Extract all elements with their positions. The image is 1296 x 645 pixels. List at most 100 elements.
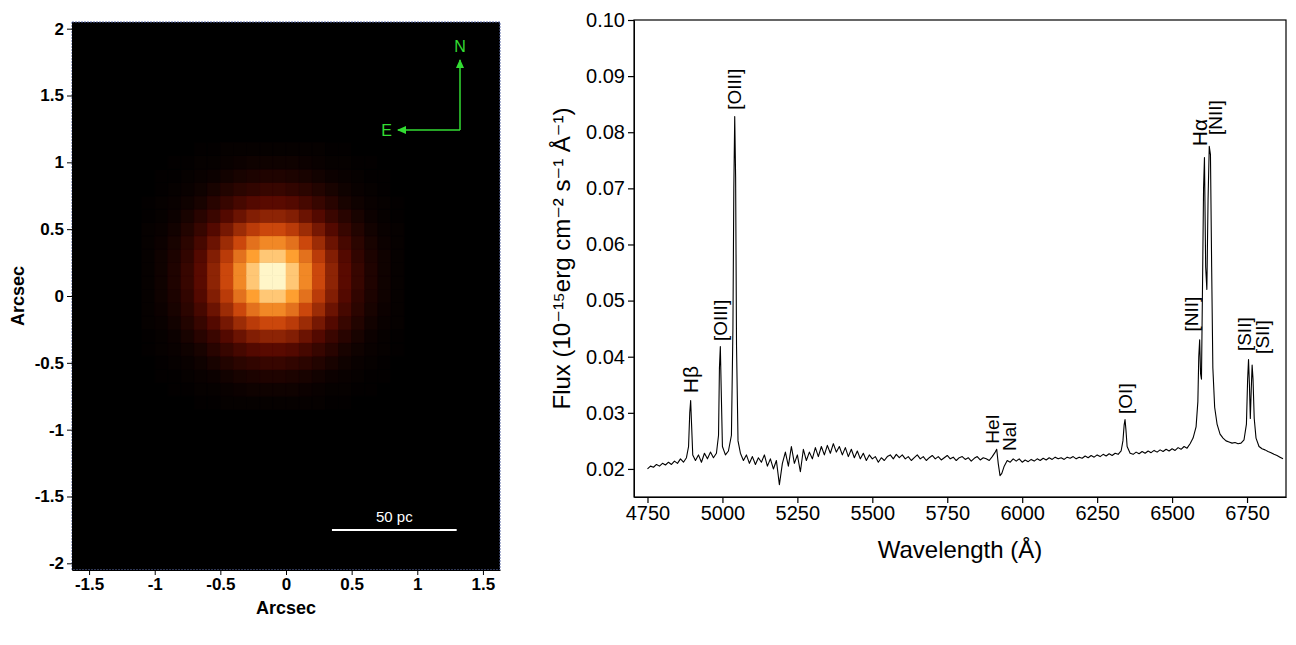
heatmap-cell: [233, 169, 246, 182]
tick: 2: [55, 20, 72, 39]
heatmap-cell: [142, 249, 155, 262]
heatmap-cell: [378, 303, 391, 316]
heatmap-cell: [339, 316, 352, 329]
heatmap-cell: [168, 303, 181, 316]
heatmap-cell: [260, 156, 273, 169]
heatmap-cell: [155, 343, 168, 356]
heatmap-cell: [168, 276, 181, 289]
figure-container: 50 pcNE-1.5-1-0.500.511.5-2-1.5-1-0.500.…: [0, 0, 1296, 645]
heatmap-cell: [142, 303, 155, 316]
heatmap-cell: [299, 383, 312, 396]
heatmap-cell: [194, 289, 207, 302]
heatmap-cell: [220, 169, 233, 182]
heatmap-cell: [299, 356, 312, 369]
heatmap-cell: [299, 249, 312, 262]
tick: -1: [49, 421, 72, 440]
heatmap-cell: [220, 329, 233, 342]
heatmap-cell: [142, 142, 155, 155]
heatmap-cell: [233, 222, 246, 235]
heatmap-cell: [325, 249, 338, 262]
heatmap-cell: [352, 329, 365, 342]
heatmap-cell: [155, 396, 168, 409]
heatmap-cell: [352, 383, 365, 396]
line-label: [OI]: [1115, 383, 1136, 414]
plot-area: [647, 117, 1283, 485]
heatmap-cell: [312, 156, 325, 169]
heatmap-cell: [181, 263, 194, 276]
heatmap-cell: [352, 276, 365, 289]
heatmap-cell: [260, 303, 273, 316]
heatmap-cell: [247, 169, 260, 182]
tick-label: -1: [148, 575, 163, 594]
heatmap-cell: [233, 329, 246, 342]
heatmap-cell: [352, 289, 365, 302]
heatmap-cell: [168, 370, 181, 383]
heatmap-cell: [365, 209, 378, 222]
heatmap-cell: [339, 329, 352, 342]
heatmap-cell: [233, 156, 246, 169]
heatmap-cell: [260, 263, 273, 276]
heatmap-cell: [220, 356, 233, 369]
heatmap-cell: [168, 316, 181, 329]
heatmap-cell: [312, 249, 325, 262]
tick: 0: [55, 287, 72, 306]
heatmap-cell: [312, 316, 325, 329]
heatmap-cell: [155, 370, 168, 383]
heatmap-cell: [142, 396, 155, 409]
heatmap-cell: [339, 356, 352, 369]
heatmap-cell: [260, 316, 273, 329]
tick-label: -0.5: [35, 354, 64, 373]
heatmap-cell: [299, 370, 312, 383]
tick-label: 6750: [1225, 502, 1270, 524]
heatmap-cell: [286, 236, 299, 249]
heatmap-cell: [168, 356, 181, 369]
tick: 0.10: [586, 9, 634, 31]
tick-label: 6250: [1075, 502, 1120, 524]
heatmap-cell: [312, 383, 325, 396]
tick-label: -1: [49, 421, 64, 440]
tick-mark: [628, 76, 634, 77]
x-axis-title: Wavelength (Å): [878, 536, 1043, 563]
heatmap-cell: [181, 276, 194, 289]
heatmap-cell: [168, 222, 181, 235]
heatmap-cell: [207, 182, 220, 195]
tick-mark: [628, 300, 634, 301]
plot-background: [72, 22, 500, 570]
heatmap-cell: [365, 182, 378, 195]
heatmap-cell: [233, 182, 246, 195]
heatmap-cell: [312, 196, 325, 209]
heatmap-cell: [378, 222, 391, 235]
heatmap-cell: [247, 316, 260, 329]
heatmap-cell: [391, 263, 404, 276]
heatmap-cell: [339, 182, 352, 195]
heatmap-cell: [207, 142, 220, 155]
tick: 0.07: [586, 177, 634, 199]
heatmap-cell: [168, 343, 181, 356]
tick: -1: [148, 570, 163, 594]
heatmap-cell: [339, 156, 352, 169]
heatmap-cell: [194, 396, 207, 409]
tick-label: 5250: [776, 502, 821, 524]
compass-east: [398, 129, 460, 131]
heatmap-cell: [194, 142, 207, 155]
compass-label: N: [454, 38, 466, 55]
tick-label: 2: [55, 20, 64, 39]
heatmap-cell: [286, 316, 299, 329]
heatmap-cell: [325, 263, 338, 276]
heatmap-cell: [142, 289, 155, 302]
heatmap-cell: [312, 276, 325, 289]
heatmap-cell: [299, 196, 312, 209]
tick-mark: [67, 563, 72, 564]
tick: 0: [282, 570, 291, 594]
heatmap-cell: [286, 396, 299, 409]
heatmap-cell: [365, 316, 378, 329]
line-label: [NII]: [1181, 297, 1202, 332]
heatmap-cell: [286, 142, 299, 155]
heatmap-cell: [378, 249, 391, 262]
heatmap-cell: [365, 276, 378, 289]
heatmap-cell: [247, 396, 260, 409]
heatmap-cell: [312, 209, 325, 222]
heatmap-cell: [155, 236, 168, 249]
tick-label: 0: [282, 575, 291, 594]
heatmap-cell: [233, 209, 246, 222]
